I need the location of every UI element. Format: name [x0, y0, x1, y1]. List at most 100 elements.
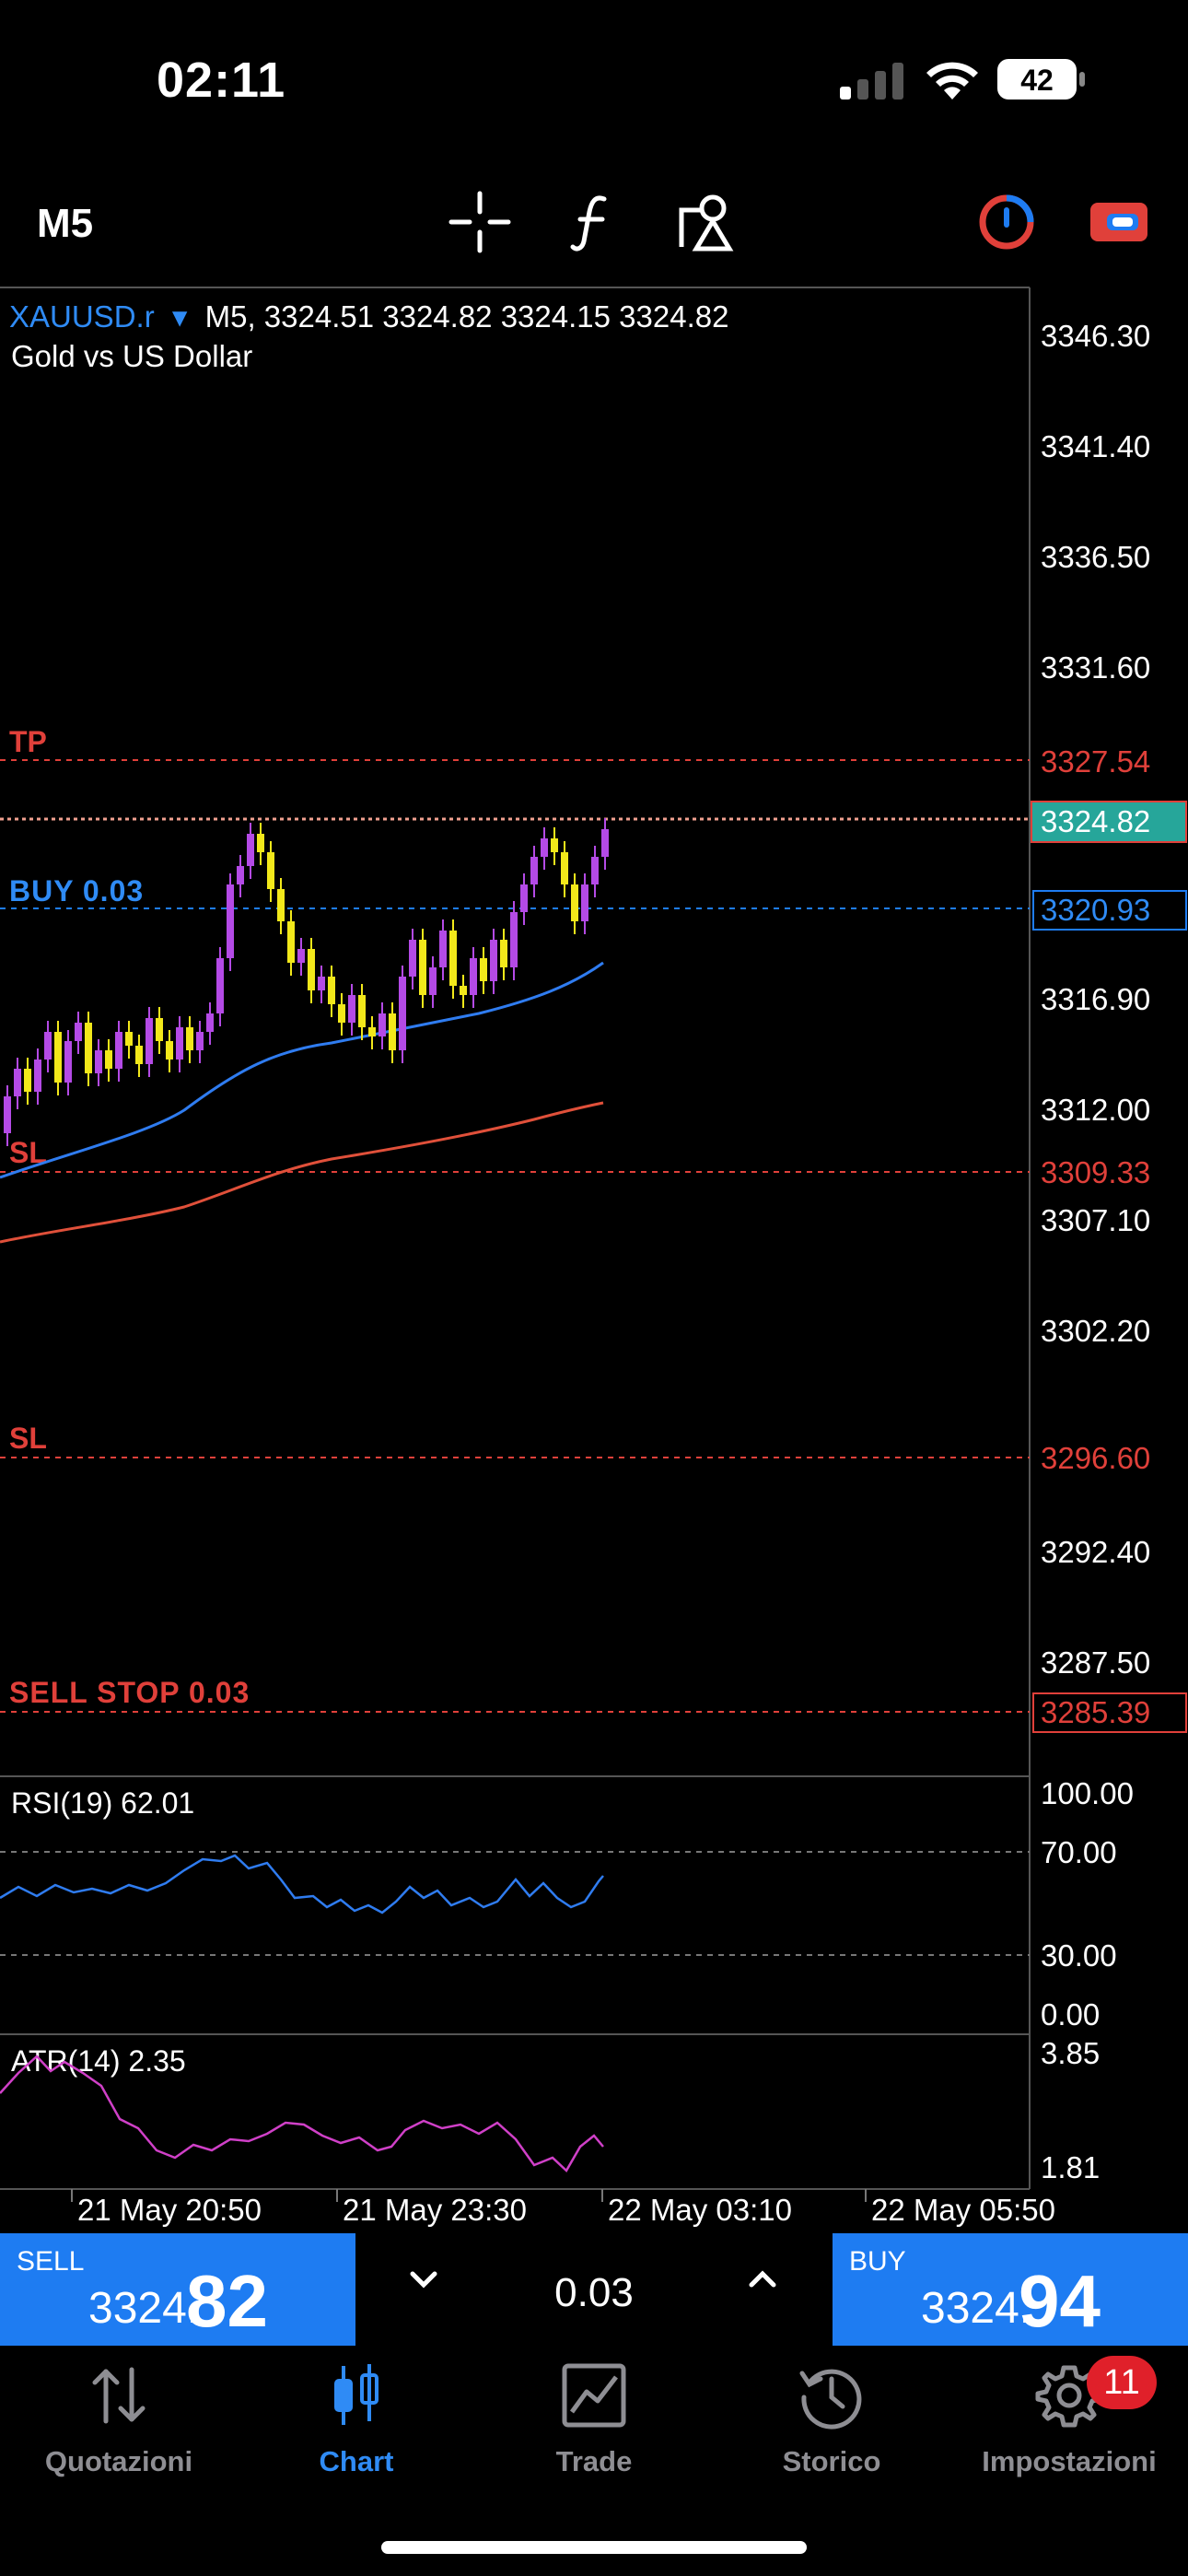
notification-badge: 11 — [1087, 2356, 1157, 2409]
buy-price-big: 94 — [1019, 2260, 1101, 2342]
nav-impostazioni[interactable]: Impostazioni — [950, 2360, 1188, 2499]
candle-body — [530, 857, 538, 884]
sell-button[interactable]: SELL 3324. 82 — [0, 2233, 355, 2346]
rsi-line — [0, 1854, 604, 1914]
price-axis-label: 3312.00 — [1041, 1093, 1150, 1127]
rsi-axis-30: 30.00 — [1041, 1938, 1117, 1973]
tp-label[interactable]: TP — [9, 725, 47, 758]
battery-indicator: 42 — [997, 59, 1086, 100]
ma-slow-line — [0, 1101, 604, 1244]
time-label-2: 21 May 23:30 — [343, 2193, 527, 2227]
objects-icon[interactable] — [676, 190, 740, 254]
buy-order-label[interactable]: BUY 0.03 — [9, 874, 144, 907]
candle-body — [257, 834, 264, 852]
candle-body — [227, 884, 234, 958]
price-chart[interactable]: XAUUSD.r ▾ M5, 3324.51 3324.82 3324.15 3… — [0, 286, 1188, 2230]
sl1-price: 3309.33 — [1041, 1155, 1150, 1189]
candle-body — [328, 977, 335, 1004]
candle-body — [206, 1013, 214, 1032]
atr-axis-high: 3.85 — [1041, 2036, 1100, 2070]
home-indicator[interactable] — [381, 2541, 807, 2554]
candle-body — [470, 958, 477, 995]
candle-body — [95, 1050, 102, 1073]
nav-label-chart: Chart — [319, 2445, 394, 2477]
time-label-3: 22 May 03:10 — [608, 2193, 792, 2227]
sl-label-2[interactable]: SL — [9, 1422, 47, 1455]
candle-body — [399, 977, 406, 1050]
candle-body — [510, 912, 518, 967]
volume-decrease-button[interactable] — [405, 2261, 442, 2308]
history-icon — [799, 2369, 862, 2430]
nav-trade[interactable]: Trade — [475, 2360, 713, 2499]
candle-body — [85, 1023, 92, 1073]
candle-body — [105, 1050, 112, 1069]
candlesticks — [4, 818, 609, 1146]
price-axis: 3346.30 3341.40 3336.50 3331.60 3316.90 3312.… — [1041, 319, 1150, 1680]
candle-body — [460, 986, 467, 995]
candle-body — [166, 1041, 173, 1060]
candle-body — [237, 866, 244, 884]
symbol-name: XAUUSD.r — [9, 299, 155, 334]
candle-body — [429, 967, 437, 995]
price-axis-label: 3316.90 — [1041, 982, 1150, 1016]
timeframe-button[interactable]: M5 — [37, 201, 94, 246]
atr-line — [0, 2055, 604, 2172]
price-axis-label: 3346.30 — [1041, 319, 1150, 353]
candle-body — [379, 1013, 386, 1036]
candle-body — [14, 1069, 21, 1096]
candle-body — [500, 940, 507, 967]
candle-body — [44, 1032, 52, 1060]
candle-body — [561, 852, 568, 884]
price-axis-label: 3331.60 — [1041, 650, 1150, 685]
price-axis-label: 3336.50 — [1041, 540, 1150, 574]
candle-body — [419, 940, 426, 995]
candle-body — [64, 1041, 72, 1083]
candle-body — [409, 940, 416, 977]
rsi-axis-70: 70.00 — [1041, 1835, 1117, 1869]
volume-value[interactable]: 0.03 — [554, 2270, 634, 2315]
candle-body — [135, 1046, 143, 1064]
candle-body — [348, 995, 355, 1023]
sell-stop-label[interactable]: SELL STOP 0.03 — [9, 1676, 250, 1709]
buy-button[interactable]: BUY 3324. 94 — [833, 2233, 1188, 2346]
function-icon[interactable] — [562, 190, 626, 254]
battery-level: 42 — [1020, 64, 1054, 97]
candle-body — [551, 838, 558, 852]
volume-increase-button[interactable] — [744, 2261, 781, 2308]
toggle-icon[interactable] — [1087, 190, 1151, 254]
nav-label-impostazioni: Impostazioni — [982, 2445, 1157, 2477]
buy-price-small: 3324. — [921, 2284, 1032, 2333]
atr-label: ATR(14) 2.35 — [11, 2044, 186, 2078]
sell-price-big: 82 — [186, 2260, 268, 2342]
time-label-1: 21 May 20:50 — [77, 2193, 262, 2227]
candle-body — [449, 931, 457, 986]
candle-body — [520, 884, 528, 912]
candle-body — [297, 949, 305, 963]
sell-stop-price: 3285.39 — [1041, 1695, 1150, 1729]
chevron-down-icon — [410, 2271, 437, 2289]
nav-chart[interactable]: Chart — [238, 2360, 475, 2499]
candle-body — [368, 1027, 376, 1036]
candle-body — [247, 834, 254, 866]
candle-body — [34, 1060, 41, 1092]
timer-icon[interactable] — [974, 190, 1039, 254]
symbol-description: Gold vs US Dollar — [11, 339, 252, 373]
buy-order-price: 3320.93 — [1041, 893, 1150, 927]
candle-body — [277, 889, 285, 921]
candle-body — [601, 829, 609, 857]
crosshair-icon[interactable] — [448, 190, 512, 254]
candle-body — [125, 1032, 133, 1046]
symbol-header[interactable]: XAUUSD.r ▾ M5, 3324.51 3324.82 3324.15 3… — [9, 299, 728, 334]
current-price: 3324.82 — [1041, 804, 1150, 838]
time-label-4: 22 May 05:50 — [871, 2193, 1055, 2227]
candle-body — [318, 977, 325, 990]
candle-body — [156, 1018, 163, 1041]
nav-quotazioni[interactable]: Quotazioni — [0, 2360, 238, 2499]
price-axis-label: 3292.40 — [1041, 1535, 1150, 1569]
status-time: 02:11 — [157, 53, 286, 108]
chart-icon — [334, 2364, 379, 2425]
sell-price-small: 3324. — [88, 2284, 200, 2333]
candle-body — [490, 940, 497, 981]
nav-storico[interactable]: Storico — [713, 2360, 950, 2499]
candle-body — [267, 852, 274, 889]
